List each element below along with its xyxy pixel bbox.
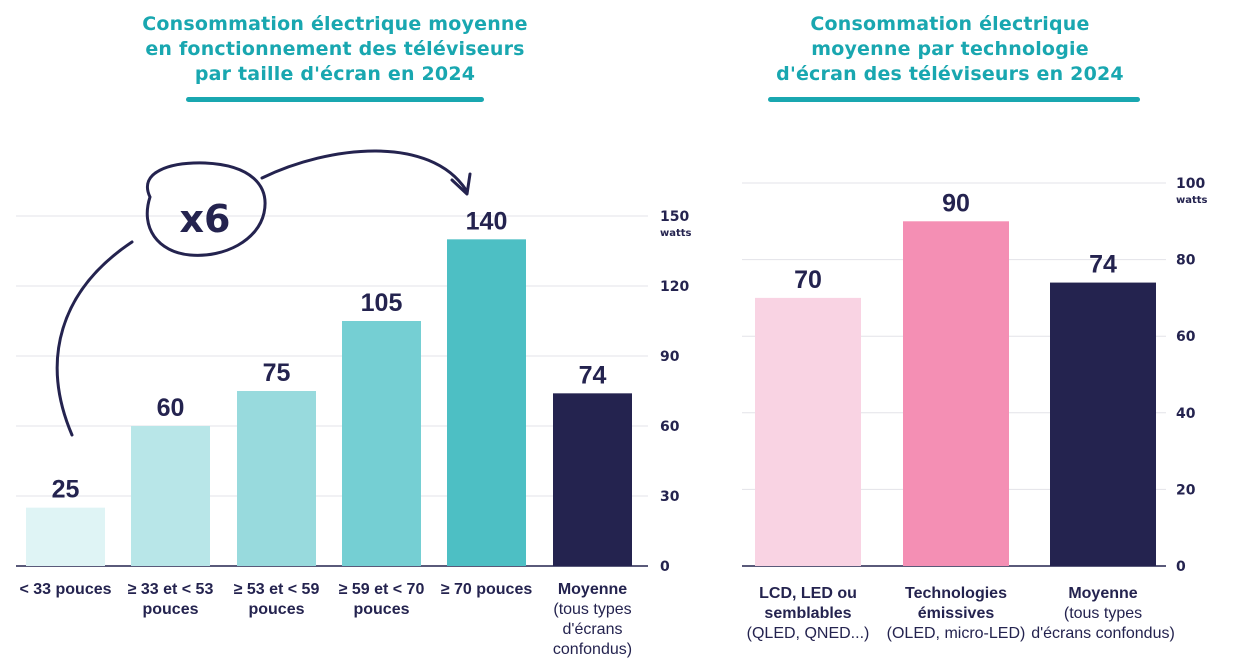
y-tick-label: 60 <box>660 419 680 435</box>
category-label: Moyenne (tous types d'écrans confondus) <box>1028 584 1178 644</box>
bar-value-label: 60 <box>157 394 185 422</box>
category-label-line: pouces <box>353 601 410 618</box>
annotation-circle <box>145 161 267 257</box>
category-label-line: ≥ 70 pouces <box>440 581 533 598</box>
y-tick-label: 120 <box>660 279 689 295</box>
category-label: ≥ 53 et < 59 pouces <box>212 580 342 620</box>
y-tick-label: 100 <box>1176 176 1205 192</box>
y-tick-label: 40 <box>1176 406 1196 422</box>
annotation-arrowhead <box>450 172 472 196</box>
bar <box>131 426 210 566</box>
category-label-line: ≥ 33 et < 53 <box>127 581 214 598</box>
category-label-note: (OLED, micro-LED) <box>886 625 1026 642</box>
bar <box>447 239 526 567</box>
annotation-label: x6 <box>180 197 231 241</box>
y-tick-label: 150 <box>660 209 689 225</box>
category-label-line: Moyenne <box>1068 585 1138 602</box>
chart-right-title-underline <box>768 97 1140 102</box>
category-label-line: semblables <box>764 605 852 622</box>
bar <box>1050 282 1156 566</box>
chart-left-title-underline <box>186 97 484 102</box>
category-label-line: pouces <box>142 601 199 618</box>
y-tick-label: 90 <box>660 349 680 365</box>
category-label-line: LCD, LED ou <box>759 585 857 602</box>
bar <box>755 297 861 566</box>
category-label-note: (tous types <box>553 601 632 618</box>
category-label-line: < 33 pouces <box>19 581 112 598</box>
bar-value-label: 70 <box>794 266 822 294</box>
y-tick-label: 0 <box>660 559 670 575</box>
chart-left-title: Consommation électrique moyenne en fonct… <box>142 13 528 85</box>
category-label-line: ≥ 59 et < 70 <box>338 581 425 598</box>
category-label-line: Technologies <box>905 585 1007 602</box>
y-unit-label: watts <box>660 228 692 239</box>
y-tick-label: 60 <box>1176 329 1196 345</box>
category-label-line: pouces <box>248 601 305 618</box>
bar <box>903 221 1009 567</box>
bar-value-label: 74 <box>1089 251 1117 279</box>
bar-value-label: 105 <box>361 289 403 317</box>
bar <box>342 321 421 566</box>
bar <box>553 393 632 566</box>
chart-left-plot: 0 30 60 90 120 150 watts 25 60 75 105 140 74 x6 <box>16 149 692 575</box>
bar <box>237 391 316 566</box>
category-label-note: (QLED, QNED...) <box>746 625 870 642</box>
category-label-note: d'écrans confondus) <box>552 621 633 658</box>
category-label: < 33 pouces <box>1 580 131 600</box>
category-label: ≥ 59 et < 70 pouces <box>317 580 447 620</box>
category-label: Technologies émissives (OLED, micro-LED) <box>881 584 1031 644</box>
category-label-note: d'écrans confondus) <box>1031 625 1175 642</box>
y-tick-label: 80 <box>1176 253 1196 269</box>
bar-value-label: 74 <box>579 361 607 389</box>
category-label-note: (tous types <box>1063 605 1143 622</box>
chart-right: Consommation électrique moyenne par tech… <box>700 0 1234 661</box>
chart-right-title: Consommation électrique moyenne par tech… <box>776 13 1124 85</box>
bar-value-label: 140 <box>466 207 508 235</box>
category-label-line: ≥ 53 et < 59 <box>233 581 320 598</box>
category-label: ≥ 70 pouces <box>422 580 552 600</box>
y-unit-label: watts <box>1176 195 1208 206</box>
y-tick-label: 30 <box>660 489 680 505</box>
category-label: LCD, LED ou semblables (QLED, QNED...) <box>733 584 883 644</box>
category-label: ≥ 33 et < 53 pouces <box>106 580 236 620</box>
chart-left: Consommation électrique moyenne en fonct… <box>1 13 692 660</box>
bar <box>26 507 105 566</box>
annotation-curve-left <box>55 240 134 437</box>
bar-value-label: 25 <box>52 476 80 504</box>
category-label-line: émissives <box>917 605 995 622</box>
y-tick-label: 0 <box>1176 559 1186 575</box>
chart-right-plot: 0 20 40 60 80 100 watts 70 90 74 <box>742 176 1208 575</box>
annotation-arrow-curve <box>260 149 468 192</box>
bar-value-label: 90 <box>942 189 970 217</box>
category-label: Moyenne (tous types d'écrans confondus) <box>528 580 658 660</box>
y-tick-label: 20 <box>1176 482 1196 498</box>
bar-value-label: 75 <box>263 359 291 387</box>
category-label-line: Moyenne <box>557 581 628 598</box>
